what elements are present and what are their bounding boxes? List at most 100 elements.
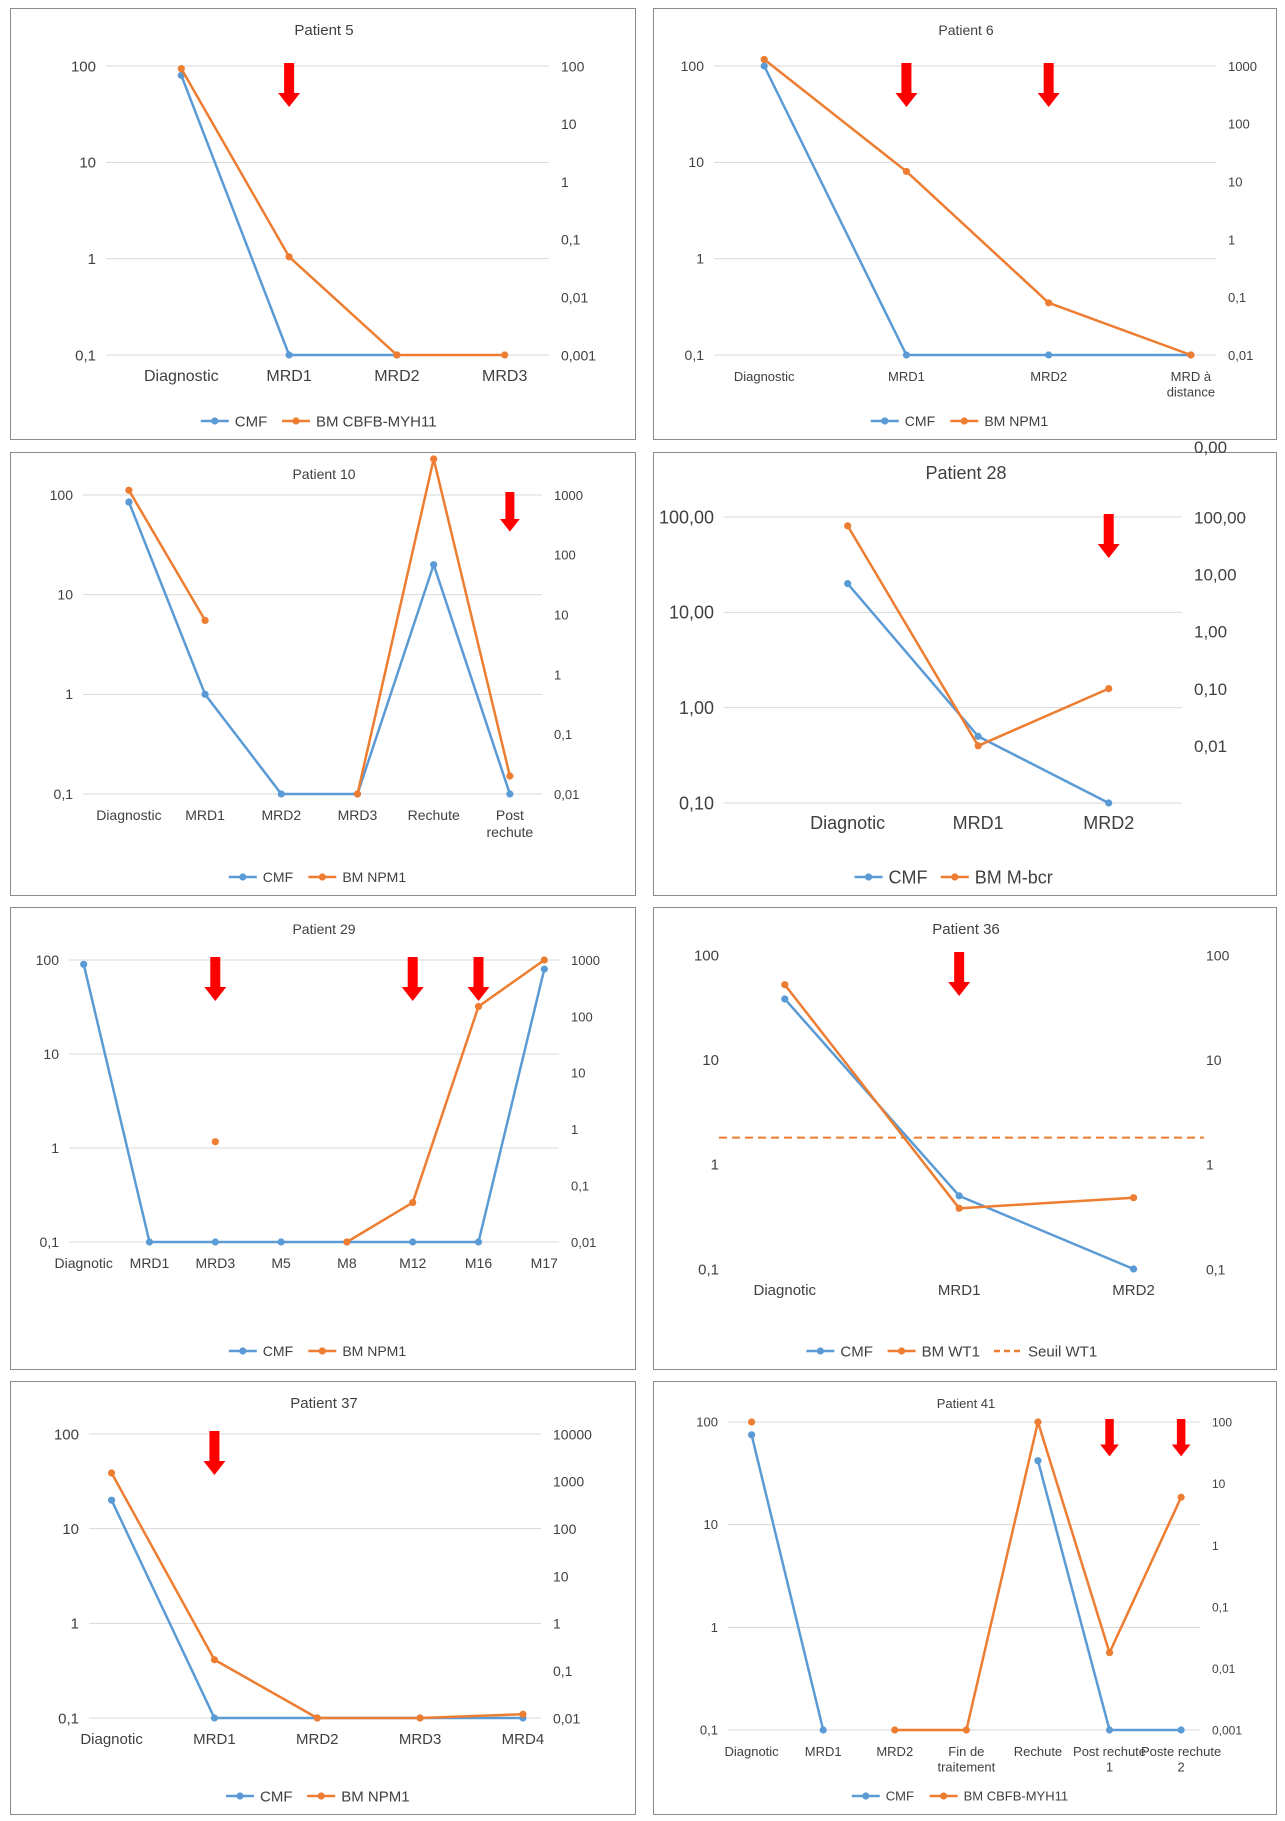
legend-marker <box>239 1347 247 1355</box>
y-right-tick-label: 1 <box>561 174 569 190</box>
y-right-tick-label: 1,00 <box>1194 623 1227 642</box>
chart-title: Patient 36 <box>932 921 1000 938</box>
y-right-tick-label: 1 <box>1212 1539 1219 1553</box>
x-tick-label: MRD à distance <box>1167 369 1215 400</box>
x-tick-label: M17 <box>531 1255 558 1271</box>
y-right-tick-label: 0,1 <box>553 1663 573 1679</box>
data-point-bm-cbfb-myh11 <box>1034 1418 1042 1426</box>
legend-marker <box>881 417 889 425</box>
data-point-bm-cbfb-myh11 <box>177 65 185 73</box>
x-tick-label: Fin de traitement <box>937 1744 995 1775</box>
legend-marker <box>236 1792 244 1800</box>
red-arrow-icon <box>895 63 918 107</box>
legend: CMF BM NPM1 <box>228 1343 406 1359</box>
y-right-tick-label: 0,1 <box>554 727 572 742</box>
legend-marker <box>317 1792 325 1800</box>
data-point-bm-npm1 <box>519 1710 527 1718</box>
data-point-cmf <box>1177 1726 1185 1734</box>
y-right-tick-label: 0,1 <box>571 1179 589 1194</box>
red-arrow-icon <box>499 492 520 532</box>
y-left-tick-label: 10 <box>79 155 96 172</box>
y-right-tick-label: 10 <box>553 1568 569 1584</box>
x-tick-label: Diagnotic <box>55 1255 113 1271</box>
legend-label: BM M-bcr <box>975 867 1053 887</box>
y-right-tick-label: 10 <box>1212 1477 1226 1491</box>
x-tick-label: Diagnotic <box>810 813 885 833</box>
x-tick-label: MRD2 <box>1083 813 1134 833</box>
y-right-tick-label: 100 <box>554 548 576 563</box>
legend-label: CMF <box>905 413 935 429</box>
y-left-tick-label: 0,1 <box>698 1261 719 1278</box>
y-left-tick-label: 1 <box>65 686 73 702</box>
legend-label: Seuil WT1 <box>1028 1343 1097 1360</box>
data-point-bm-m-bcr <box>974 742 982 750</box>
y-right-tick-label: 1 <box>571 1122 578 1137</box>
y-right-tick-label: 1000 <box>553 1474 584 1490</box>
x-tick-label: Rechute <box>1014 1744 1062 1759</box>
series-line-cmf <box>750 1434 825 1731</box>
data-point-bm-wt1 <box>1129 1194 1138 1202</box>
legend-marker <box>292 417 300 425</box>
data-point-bm-npm1 <box>902 167 911 176</box>
legend-label: BM NPM1 <box>342 869 406 885</box>
data-point-bm-cbfb-myh11 <box>1177 1493 1185 1501</box>
y-left-tick-label: 100 <box>71 58 96 75</box>
y-right-tick-label: 100 <box>553 1521 577 1537</box>
y-right-tick-label: 10 <box>1206 1052 1222 1068</box>
x-tick-label: MRD2 <box>261 807 301 823</box>
x-tick-label: MRD3 <box>399 1731 442 1748</box>
y-right-tick-label: 0,1 <box>1206 1261 1226 1277</box>
x-tick-label: Diagnotic <box>80 1731 143 1748</box>
data-point-bm-npm1 <box>313 1714 321 1722</box>
y-right-tick-label: 1 <box>553 1616 561 1632</box>
data-point-bm-npm1 <box>343 1238 351 1246</box>
x-tick-label: MRD1 <box>185 807 225 823</box>
series-line-cmf <box>1036 1460 1182 1732</box>
y-right-tick-label: 100 <box>561 58 585 74</box>
y-right-tick-label: 0,10 <box>1194 680 1227 699</box>
y-left-tick-label: 10 <box>702 1052 719 1069</box>
data-point-bm-npm1 <box>474 1002 483 1011</box>
x-tick-label: MRD2 <box>1030 369 1067 384</box>
y-right-tick-label: 100,00 <box>1194 508 1246 527</box>
y-left-tick-label: 1 <box>711 1157 719 1174</box>
red-arrow-icon <box>1100 1419 1119 1457</box>
y-right-tick-label: 0,01 <box>554 787 579 802</box>
chart-panel-patient-28: Patient 28 0,10 1,00 10,00 100,00 0,00 0,01 0,1… <box>653 438 1277 896</box>
x-tick-label: MRD1 <box>953 813 1004 833</box>
data-point-bm-cbfb-myh11 <box>393 351 401 359</box>
data-point-bm-npm1 <box>353 790 362 798</box>
data-point-bm-npm1 <box>540 956 548 964</box>
y-left-tick-label: 1 <box>51 1140 59 1156</box>
red-arrow-icon <box>467 957 490 1001</box>
legend-label: CMF <box>889 867 928 887</box>
data-point-cmf <box>210 1714 219 1722</box>
data-point-bm-npm1 <box>108 1469 116 1477</box>
chart-title: Patient 37 <box>290 1395 358 1412</box>
x-tick-label: MRD1 <box>938 1282 981 1299</box>
data-point-bm-wt1 <box>955 1204 963 1212</box>
y-right-tick-label: 0,001 <box>561 347 596 363</box>
data-point-cmf <box>80 960 88 968</box>
y-right-tick-label: 0,01 <box>561 289 588 305</box>
legend-label: CMF <box>263 1343 293 1359</box>
legend: CMF BM M-bcr <box>854 867 1053 887</box>
y-right-tick-label: 100 <box>1206 947 1230 963</box>
series-line-cmf <box>110 1499 523 1720</box>
legend: CMF BM NPM1 <box>228 869 406 885</box>
y-left-tick-label: 0,1 <box>685 347 705 363</box>
chart-svg: Patient 28 0,10 1,00 10,00 100,00 0,00 0,01 0,1… <box>659 438 1246 887</box>
y-right-tick-label: 0,01 <box>1212 1662 1236 1676</box>
y-left-tick-label: 1 <box>711 1620 718 1635</box>
data-point-cmf <box>277 1238 285 1246</box>
data-point-cmf <box>760 62 768 70</box>
data-point-bm-cbfb-myh11 <box>285 253 293 261</box>
red-arrow-icon <box>203 1431 226 1475</box>
y-left-tick-label: 100,00 <box>659 507 714 527</box>
x-tick-label: M8 <box>337 1255 357 1271</box>
y-left-tick-label: 0,1 <box>75 347 96 364</box>
y-left-tick-label: 10,00 <box>669 603 714 623</box>
chart-svg: Patient 10 0,1 1 10 100 0,01 0,1 1 10 100 1000 Diag… <box>50 455 583 885</box>
data-point-cmf <box>474 1238 483 1246</box>
x-tick-label: MRD3 <box>338 807 378 823</box>
